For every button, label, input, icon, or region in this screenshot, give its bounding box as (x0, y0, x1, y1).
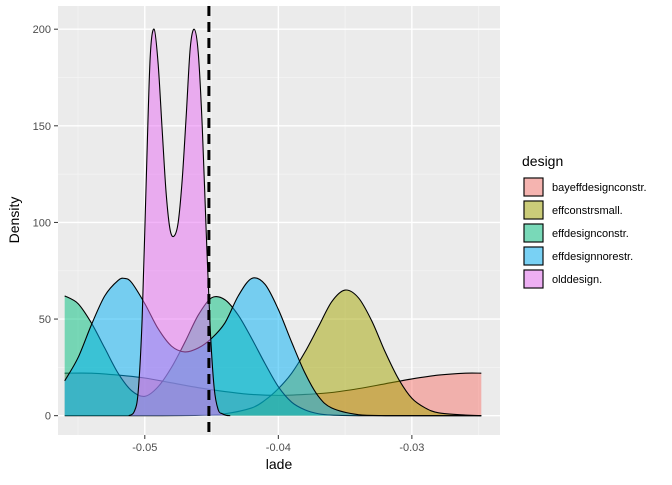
legend-title: design (522, 153, 563, 169)
x-tick-label: -0.05 (132, 442, 157, 454)
legend-label: olddesign. (552, 274, 602, 286)
x-axis: -0.05 -0.04 -0.03 (132, 435, 424, 454)
y-tick-label: 50 (39, 314, 51, 326)
density-area (128, 29, 231, 416)
legend-item: bayeffdesignconstr. (523, 177, 647, 197)
legend-label: effconstrsmall. (552, 205, 623, 217)
legend-item: effdesignnorestr. (523, 246, 633, 266)
x-axis-title: lade (266, 456, 293, 472)
y-tick-label: 200 (33, 24, 51, 36)
density-outline (128, 28, 231, 417)
legend-swatch (523, 200, 544, 220)
legend-swatch (523, 269, 544, 289)
legend: design bayeffdesignconstr. effconstrsmall… (522, 153, 647, 289)
density-outline (64, 277, 482, 417)
legend-label: effdesignconstr. (552, 228, 629, 240)
density-series-olddesign (128, 28, 231, 417)
legend-swatch (523, 177, 544, 197)
y-tick-label: 150 (33, 121, 51, 133)
x-tick-label: -0.04 (266, 442, 291, 454)
legend-item: effconstrsmall. (523, 200, 623, 220)
legend-item: effdesignconstr. (523, 223, 629, 243)
legend-swatch (523, 246, 544, 266)
legend-label: effdesignnorestr. (552, 251, 633, 263)
series-layer (64, 28, 482, 417)
legend-item: olddesign. (523, 269, 602, 289)
y-tick-label: 100 (33, 217, 51, 229)
x-tick-label: -0.03 (399, 442, 424, 454)
legend-label: bayeffdesignconstr. (552, 182, 647, 194)
density-area (64, 289, 482, 416)
y-axis: 0 50 100 150 200 (33, 24, 58, 423)
y-tick-label: 0 (45, 411, 51, 423)
y-axis-title: Density (6, 197, 22, 244)
legend-swatch (523, 223, 544, 243)
